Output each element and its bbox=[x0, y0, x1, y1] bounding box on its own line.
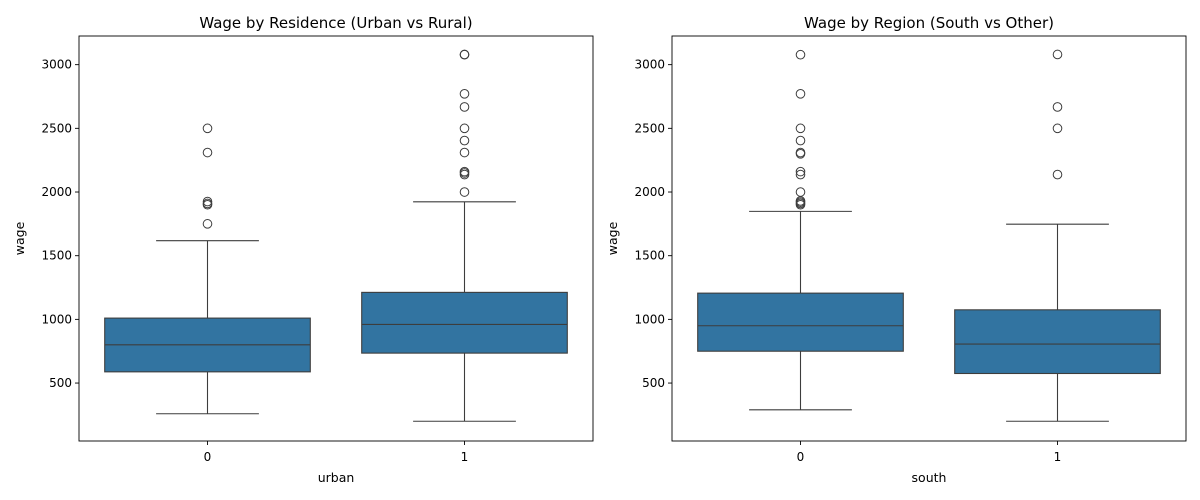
chart-1: Wage by Region (South vs Other) 500 1000 15… bbox=[605, 14, 1187, 485]
x-tick-label: 0 bbox=[204, 450, 212, 464]
outlier-point bbox=[795, 49, 806, 60]
y-tick-label: 500 bbox=[49, 376, 72, 390]
box-group bbox=[361, 49, 568, 422]
outlier-point bbox=[1052, 102, 1063, 112]
x-tick-label: 0 bbox=[797, 450, 805, 464]
outlier-point bbox=[202, 123, 213, 134]
y-axis-label: wage bbox=[12, 221, 27, 255]
outlier-point bbox=[1052, 49, 1063, 60]
outlier-point bbox=[459, 166, 470, 177]
outlier-point bbox=[1052, 169, 1063, 180]
y-tick-label: 3000 bbox=[41, 58, 72, 72]
y-axis-label: wage bbox=[605, 221, 620, 255]
outlier-point bbox=[459, 147, 470, 158]
x-tick-label: 1 bbox=[1054, 450, 1062, 464]
y-tick-label: 2500 bbox=[41, 121, 72, 135]
chart-title: Wage by Region (South vs Other) bbox=[804, 14, 1054, 32]
outlier-point bbox=[795, 166, 806, 177]
box-group bbox=[954, 49, 1161, 422]
outlier-point bbox=[459, 187, 470, 197]
outlier-point bbox=[202, 147, 213, 158]
outlier-point bbox=[795, 187, 806, 197]
outlier-point bbox=[795, 147, 806, 158]
outlier-point bbox=[1052, 123, 1063, 134]
box-iqr bbox=[361, 291, 568, 354]
chart-0: Wage by Residence (Urban vs Rural) 500 100… bbox=[12, 14, 594, 485]
y-tick-label: 500 bbox=[642, 376, 665, 390]
box-iqr bbox=[697, 292, 904, 352]
outlier-point bbox=[795, 123, 806, 134]
y-tick-label: 1500 bbox=[634, 249, 665, 263]
y-tick-label: 3000 bbox=[634, 58, 665, 72]
outlier-point bbox=[459, 123, 470, 134]
plot-frame bbox=[78, 35, 594, 442]
outlier-point bbox=[795, 135, 806, 146]
outlier-point bbox=[459, 89, 470, 99]
x-tick-label: 1 bbox=[461, 450, 469, 464]
outlier-point bbox=[202, 219, 213, 229]
y-tick-label: 1000 bbox=[634, 312, 665, 326]
box-group bbox=[104, 123, 311, 415]
plot-frame bbox=[671, 35, 1187, 442]
outlier-point bbox=[459, 135, 470, 146]
outlier-point bbox=[795, 169, 806, 180]
outlier-point bbox=[795, 89, 806, 99]
chart-title: Wage by Residence (Urban vs Rural) bbox=[199, 14, 472, 32]
y-tick-label: 2500 bbox=[634, 121, 665, 135]
x-axis-label: south bbox=[912, 470, 947, 485]
box-group bbox=[697, 49, 904, 411]
box-iqr bbox=[954, 309, 1161, 375]
y-tick-label: 2000 bbox=[41, 185, 72, 199]
outlier-point bbox=[459, 102, 470, 112]
outlier-point bbox=[459, 49, 470, 60]
outlier-point bbox=[202, 196, 213, 207]
y-tick-label: 1500 bbox=[41, 249, 72, 263]
y-tick-label: 1000 bbox=[41, 312, 72, 326]
x-axis-label: urban bbox=[318, 470, 355, 485]
y-tick-label: 2000 bbox=[634, 185, 665, 199]
